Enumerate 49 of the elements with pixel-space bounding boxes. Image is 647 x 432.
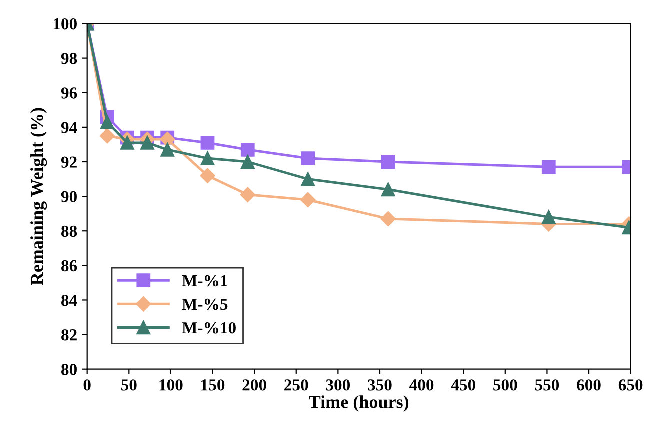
y-tick-label: 100 xyxy=(54,18,77,30)
x-tick-label: 300 xyxy=(326,380,350,391)
x-tick-label: 150 xyxy=(202,380,225,391)
y-tick-label: 88 xyxy=(62,226,78,238)
legend-label: M-%5 xyxy=(182,298,228,310)
point xyxy=(381,155,396,169)
y-tick-label: 94 xyxy=(61,122,78,134)
point xyxy=(240,142,255,157)
point xyxy=(380,211,396,227)
point xyxy=(100,115,114,130)
point xyxy=(200,168,216,184)
x-axis-title: Time (hours) xyxy=(309,396,409,412)
x-tick-label: 600 xyxy=(577,380,601,391)
point xyxy=(140,136,154,150)
x-tick-label: 650 xyxy=(618,380,643,391)
point xyxy=(120,136,134,150)
x-tick-label: 400 xyxy=(410,380,434,391)
point xyxy=(301,152,316,166)
x-tick-label: 200 xyxy=(242,380,266,391)
y-tick-label: 84 xyxy=(62,294,78,306)
point xyxy=(240,155,255,169)
point xyxy=(200,152,215,166)
legend-label: M-%10 xyxy=(182,322,236,334)
y-tick-label: 98 xyxy=(61,53,78,64)
point xyxy=(200,136,215,150)
y-axis-title: Remaining Weight (%) xyxy=(30,108,48,286)
x-tick-label: 0 xyxy=(84,380,91,391)
point xyxy=(160,142,175,157)
point xyxy=(300,192,316,208)
x-tick-label: 50 xyxy=(121,380,137,391)
point xyxy=(301,172,316,186)
y-tick-label: 80 xyxy=(62,364,77,376)
x-tick-label: 500 xyxy=(494,380,518,391)
point xyxy=(542,160,556,174)
x-tick-label: 350 xyxy=(368,380,392,391)
x-tick-label: 450 xyxy=(451,380,476,391)
x-tick-label: 550 xyxy=(535,380,560,391)
point xyxy=(100,128,115,144)
y-tick-label: 92 xyxy=(61,156,77,168)
y-tick-label: 86 xyxy=(62,260,78,272)
x-tick-label: 100 xyxy=(160,380,183,391)
y-tick-label: 82 xyxy=(62,330,77,341)
point xyxy=(542,210,556,224)
x-tick-label: 250 xyxy=(284,380,308,391)
y-tick-label: 96 xyxy=(61,88,78,99)
legend-label: M-%1 xyxy=(182,275,228,287)
y-tick-label: 90 xyxy=(61,191,77,203)
point xyxy=(240,187,256,202)
point xyxy=(381,182,396,197)
